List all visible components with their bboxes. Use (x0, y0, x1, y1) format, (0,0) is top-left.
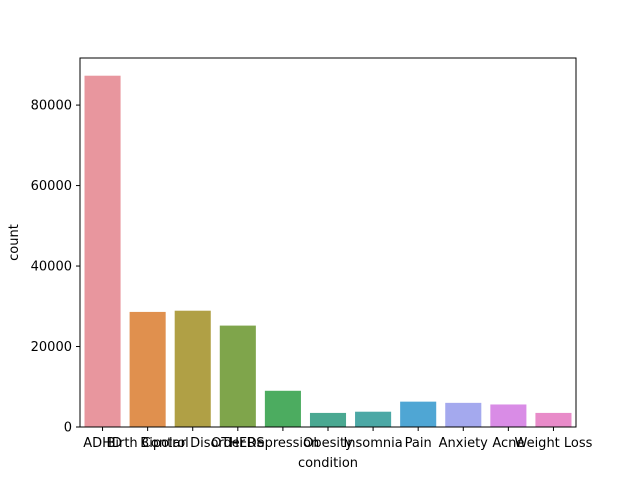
bar-insomnia (355, 411, 392, 427)
x-tick-label: Acne (492, 436, 524, 451)
bar-anxiety (445, 402, 482, 427)
y-axis-label: count (7, 224, 22, 261)
x-tick-label: Obesity (303, 436, 353, 451)
x-axis-label: condition (298, 456, 358, 471)
bar-obesity (309, 412, 347, 427)
bar-acne (490, 404, 527, 427)
y-tick-label: 40000 (31, 260, 72, 275)
x-tick-label: OTHERS (211, 436, 264, 451)
bar-bipolar-disorder (174, 310, 211, 427)
y-tick-label: 60000 (31, 179, 72, 194)
y-tick-label: 80000 (31, 99, 72, 114)
bar-others (219, 325, 256, 427)
bars-group (84, 75, 572, 427)
bar-birth-control (129, 311, 166, 427)
bar-weight-loss (535, 412, 572, 427)
x-tick-label: Depression (247, 436, 320, 451)
x-tick-label: Weight Loss (514, 436, 592, 451)
y-axis: 0 20000 40000 60000 80000 (31, 99, 80, 436)
x-tick-label: Pain (405, 436, 432, 451)
bar-adhd (84, 75, 121, 427)
bar-pain (400, 401, 437, 427)
x-tick-label: Birth Control (106, 436, 188, 451)
x-tick-label: Bipolar Disorder (140, 436, 246, 451)
y-tick-label: 0 (64, 421, 72, 436)
x-tick-label: Insomnia (343, 436, 402, 451)
x-tick-label: ADHD (83, 436, 122, 451)
x-tick-label: Anxiety (439, 436, 489, 451)
bar-depression (264, 390, 301, 427)
y-tick-label: 20000 (31, 340, 72, 355)
